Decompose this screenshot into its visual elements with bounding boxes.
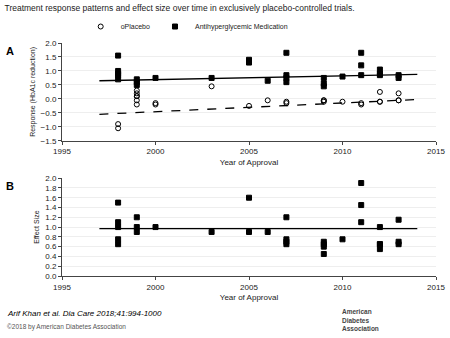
- svg-text:2.0: 2.0: [45, 174, 57, 183]
- svg-text:0.0: 0.0: [45, 272, 57, 281]
- svg-text:Treatment response patterns an: Treatment response patterns and effect s…: [5, 3, 355, 13]
- svg-text:2015: 2015: [427, 147, 445, 156]
- svg-text:Effect Size: Effect Size: [33, 210, 40, 243]
- svg-text:2015: 2015: [427, 283, 445, 292]
- svg-text:2005: 2005: [240, 147, 258, 156]
- svg-text:0.4: 0.4: [45, 252, 57, 261]
- svg-text:American: American: [342, 308, 372, 315]
- svg-text:1995: 1995: [53, 147, 71, 156]
- svg-text:1.5: 1.5: [45, 53, 57, 62]
- svg-text:B: B: [6, 180, 14, 192]
- svg-text:−1.0: −1.0: [41, 123, 57, 132]
- svg-text:−1.5: −1.5: [41, 137, 57, 146]
- svg-text:1.2: 1.2: [45, 213, 57, 222]
- svg-text:2000: 2000: [147, 283, 165, 292]
- svg-text:0.5: 0.5: [45, 81, 57, 90]
- svg-text:Year of Approval: Year of Approval: [220, 293, 279, 302]
- svg-text:0.0: 0.0: [45, 95, 57, 104]
- svg-text:1.4: 1.4: [45, 203, 57, 212]
- svg-text:Arif Khan et al. Dia Care 2018: Arif Khan et al. Dia Care 2018;41:994-10…: [7, 309, 162, 318]
- svg-text:−0.5: −0.5: [41, 109, 57, 118]
- svg-text:1.6: 1.6: [45, 194, 57, 203]
- svg-text:Diabetes: Diabetes: [342, 317, 369, 324]
- svg-text:2010: 2010: [334, 147, 352, 156]
- svg-text:2000: 2000: [147, 147, 165, 156]
- svg-text:©2018 by American Diabetes Ass: ©2018 by American Diabetes Association: [7, 323, 126, 331]
- svg-text:2005: 2005: [240, 283, 258, 292]
- svg-text:Year of Approval: Year of Approval: [220, 158, 279, 167]
- svg-text:Response (HbA1c reduction): Response (HbA1c reduction): [29, 47, 37, 137]
- svg-text:1995: 1995: [53, 283, 71, 292]
- svg-text:1.8: 1.8: [45, 184, 57, 193]
- svg-text:2.0: 2.0: [45, 39, 57, 48]
- svg-text:Association: Association: [342, 325, 379, 332]
- svg-text:A: A: [6, 45, 14, 57]
- svg-text:1.0: 1.0: [45, 223, 57, 232]
- svg-text:2010: 2010: [334, 283, 352, 292]
- svg-text:0.6: 0.6: [45, 242, 57, 251]
- svg-text:Antihyperglycemic Medication: Antihyperglycemic Medication: [195, 23, 288, 31]
- svg-text:0.8: 0.8: [45, 233, 57, 242]
- svg-text:0.2: 0.2: [45, 262, 57, 271]
- svg-text:1.0: 1.0: [45, 67, 57, 76]
- svg-text:oPlacebo: oPlacebo: [121, 23, 150, 30]
